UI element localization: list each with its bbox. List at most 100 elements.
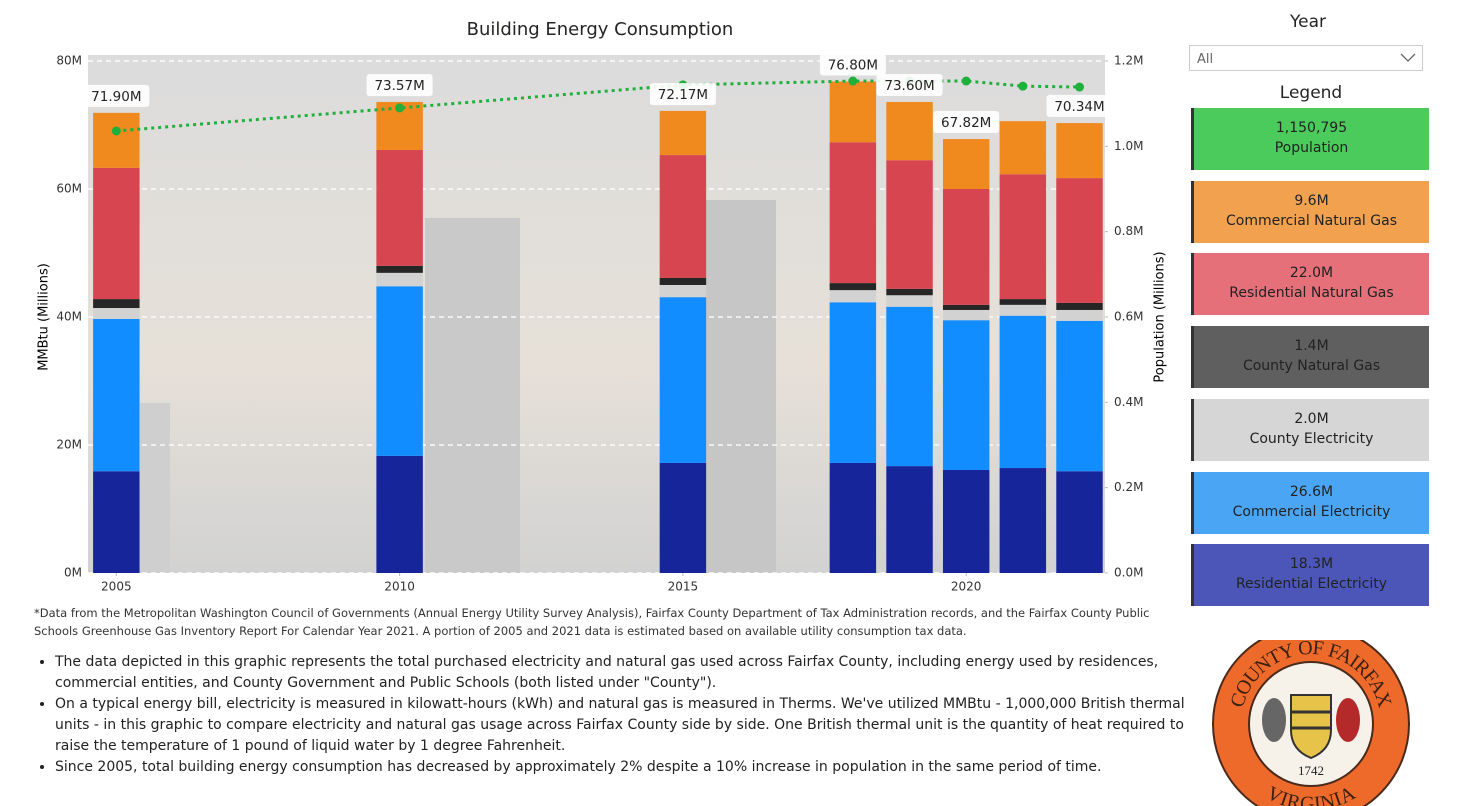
bar-segment <box>1056 309 1103 321</box>
chart: Building Energy Consumption MMBtu (Milli… <box>37 19 1168 594</box>
bar-segment <box>829 142 877 284</box>
legend-card-label: Residential Electricity <box>1235 576 1388 593</box>
legend-card-value: 1.4M <box>1294 338 1329 355</box>
seal-year: 1742 <box>1298 763 1324 778</box>
bar-segment <box>999 468 1047 573</box>
legend-card: 18.3M Residential Electricity <box>1191 544 1429 607</box>
legend-card-value: 1,150,795 <box>1275 120 1348 136</box>
county-seal: COUNTY OF FAIRFAX VIRGINIA 1742 <box>1212 640 1410 806</box>
total-label-box <box>876 73 943 96</box>
legend-card-value: 18.3M <box>1289 556 1334 573</box>
year-dropdown[interactable]: All <box>1189 45 1423 71</box>
total-label: 67.82M <box>941 115 991 131</box>
bar-segment <box>659 277 707 285</box>
total-label: 73.60M <box>884 78 934 94</box>
total-label-box <box>366 74 433 97</box>
population-line <box>116 79 1080 133</box>
bar-segment <box>829 283 877 291</box>
bar-segment <box>1056 302 1103 310</box>
legend-card-label: Residential Natural Gas <box>1229 285 1394 302</box>
y-tick-label: 0M <box>64 566 82 580</box>
y-tick-label: 80M <box>56 54 82 68</box>
legend-card: 26.6M Commercial Electricity <box>1191 471 1429 534</box>
bar-segment <box>376 149 423 266</box>
total-label: 76.80M <box>828 57 878 73</box>
total-label-box <box>1046 94 1113 117</box>
y2-axis-title: Population (Millions) <box>1153 251 1168 382</box>
legend-card-label: County Electricity <box>1249 430 1374 447</box>
population-point <box>848 76 858 86</box>
y2-tick-label: 1.0M <box>1114 139 1143 153</box>
bar-segment <box>999 315 1047 469</box>
bar-segment <box>659 462 707 573</box>
x-tick-label: 2020 <box>951 580 982 594</box>
bar-segment <box>999 121 1047 175</box>
bar-segment <box>659 110 707 156</box>
legend-card-value: 22.0M <box>1289 265 1334 282</box>
bar-segment <box>886 101 933 161</box>
bar-segment <box>886 160 933 289</box>
note-item: Since 2005, total building energy consum… <box>55 757 1195 778</box>
bar-segment <box>93 318 140 472</box>
bar-segment <box>999 174 1047 300</box>
bar-segment <box>376 286 423 456</box>
y-tick-label: 60M <box>56 182 82 196</box>
bar-segment <box>93 471 140 573</box>
bar-segment <box>376 455 423 573</box>
bar-segment <box>829 290 877 303</box>
population-point <box>111 126 121 136</box>
seal-stripes <box>1291 710 1331 730</box>
bar-segment <box>942 189 990 305</box>
population-point <box>1018 81 1028 91</box>
population-point <box>395 103 405 113</box>
bar-segment <box>829 462 877 573</box>
slicer-title: Year <box>1290 12 1326 32</box>
y2-tick-label: 0.0M <box>1114 566 1143 580</box>
note-item: The data depicted in this graphic repres… <box>55 652 1195 694</box>
bar-segment <box>829 302 877 463</box>
x-tick-label: 2005 <box>101 580 132 594</box>
bar-segment <box>1056 471 1103 573</box>
population-point <box>1075 82 1085 92</box>
bar-segment <box>886 288 933 296</box>
bar-segment <box>999 299 1047 305</box>
legend-card-value: 2.0M <box>1294 410 1329 427</box>
bar-segment <box>886 306 933 467</box>
notes-list: The data depicted in this graphic repres… <box>38 652 1195 778</box>
bar-segment <box>942 320 990 470</box>
dropdown-value: All <box>1197 52 1214 67</box>
x-tick-label: 2010 <box>384 580 415 594</box>
seal-horse <box>1336 698 1360 742</box>
background-building <box>425 218 520 573</box>
bar-segment <box>659 155 707 278</box>
y2-tick-label: 1.2M <box>1114 54 1143 68</box>
total-label: 73.57M <box>374 78 424 94</box>
bar-segment <box>829 81 877 143</box>
note-item: On a typical energy bill, electricity is… <box>55 694 1195 757</box>
y2-tick-label: 0.8M <box>1114 224 1143 238</box>
total-label-box <box>933 110 1000 133</box>
background-building <box>706 200 776 573</box>
bar-segment <box>999 304 1047 316</box>
bar-segment <box>1056 123 1103 179</box>
dropdown-arrow <box>1400 53 1416 62</box>
bar-segment <box>942 304 990 310</box>
legend-card-value: 9.6M <box>1294 192 1329 209</box>
total-label: 71.90M <box>91 89 141 105</box>
bar-segment <box>93 112 140 168</box>
total-label: 70.34M <box>1054 99 1104 115</box>
y2-tick-label: 0.6M <box>1114 310 1143 324</box>
y-tick-label: 40M <box>56 310 82 324</box>
y-tick-label: 20M <box>56 438 82 452</box>
bar-segment <box>659 297 707 463</box>
bar-segment <box>93 308 140 319</box>
y2-tick-label: 0.2M <box>1114 480 1143 494</box>
y2-tick-label: 0.4M <box>1114 395 1143 409</box>
bar-segment <box>886 295 933 307</box>
x-tick-label: 2015 <box>668 580 699 594</box>
legend-card: 22.0M Residential Natural Gas <box>1191 253 1429 316</box>
legend-card: 1,150,795 Population <box>1191 108 1429 170</box>
bar-segment <box>376 272 423 287</box>
bar-segment <box>659 285 707 298</box>
total-label-box <box>83 84 150 107</box>
